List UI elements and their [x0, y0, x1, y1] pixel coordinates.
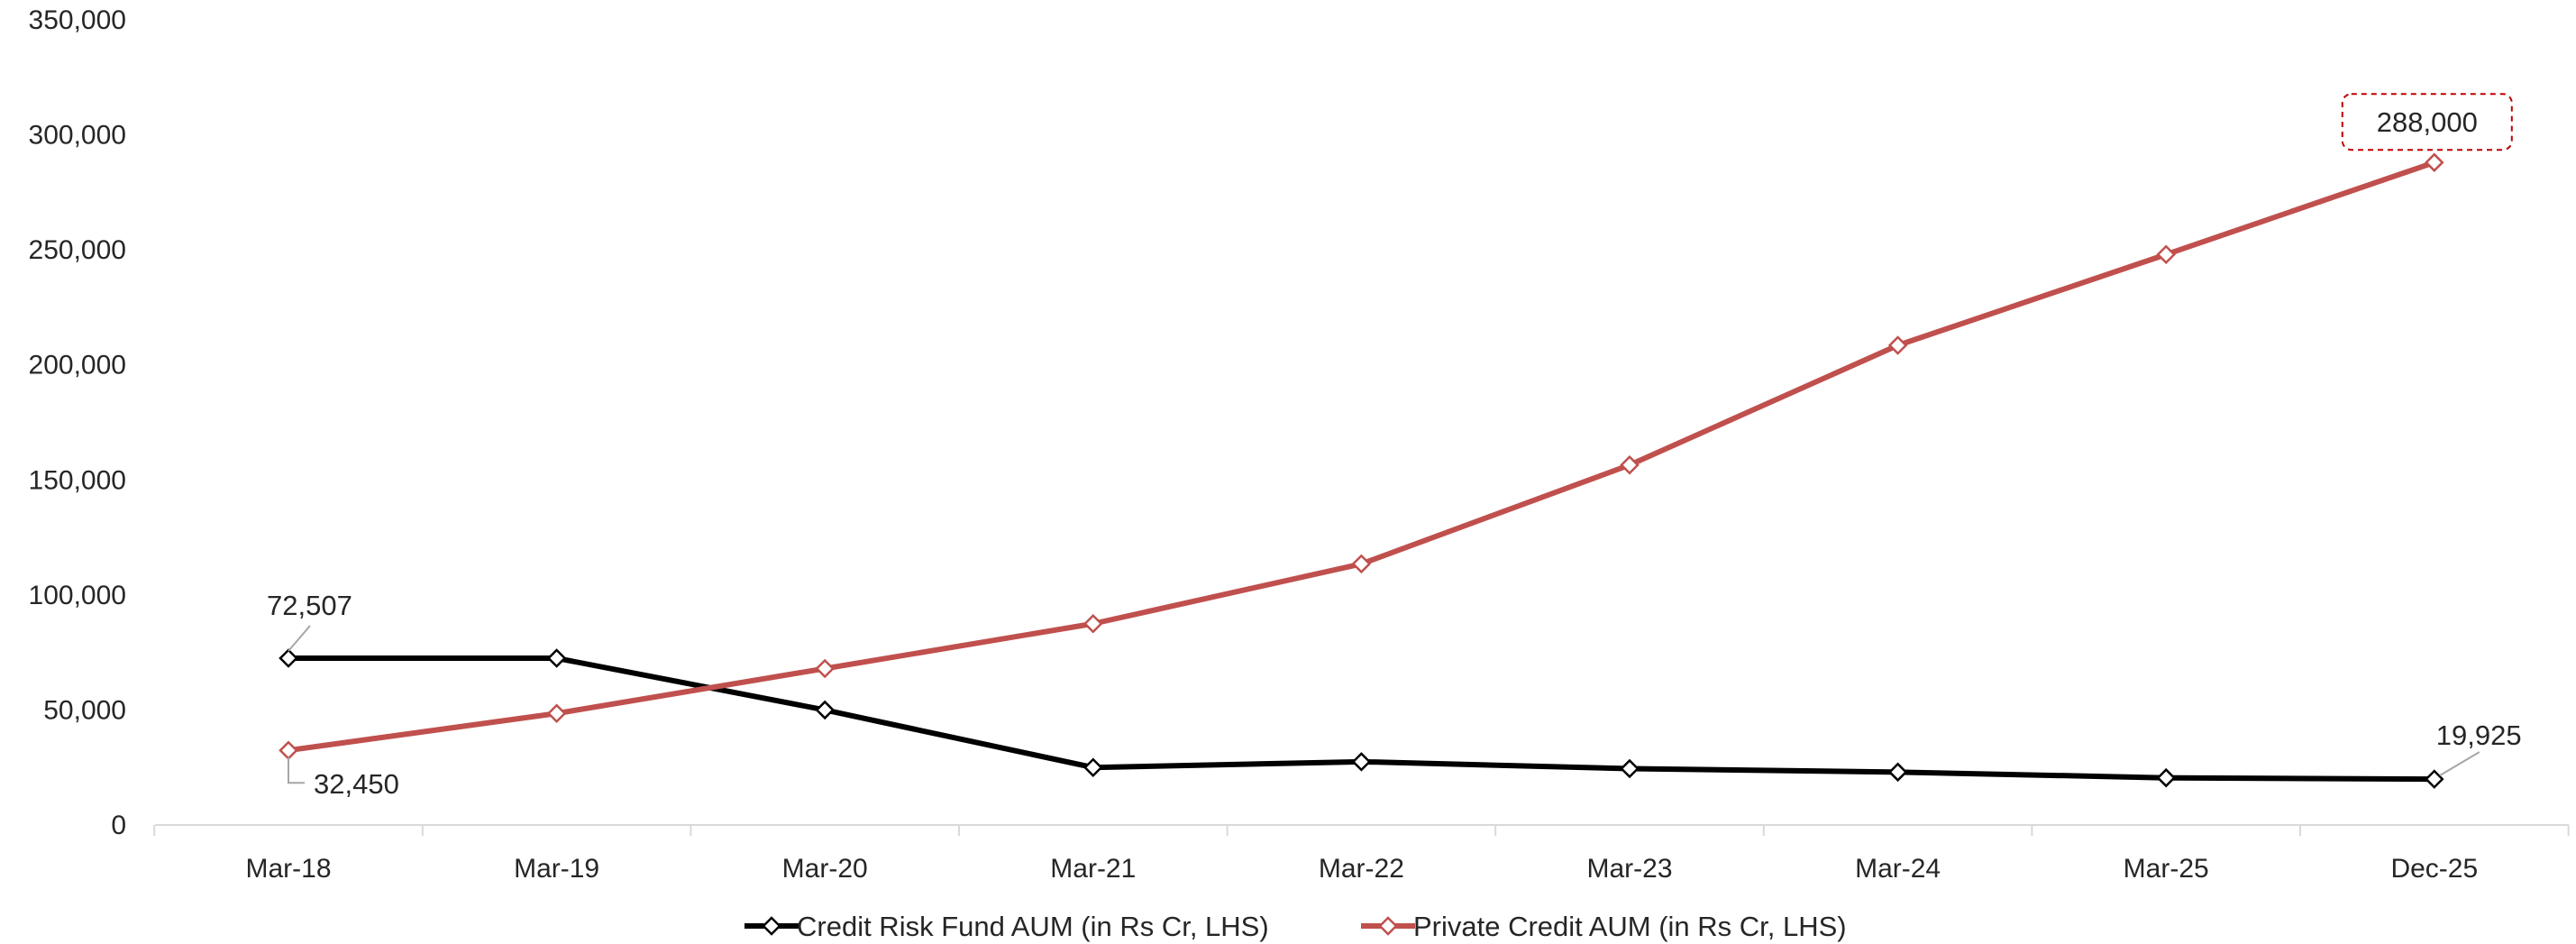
- series-0-point: [2425, 769, 2444, 789]
- data-label: 72,507: [267, 590, 352, 621]
- series-1-point: [1351, 554, 1372, 574]
- data-label: 288,000: [2377, 106, 2478, 138]
- series-1-point: [279, 740, 298, 760]
- series-1-point: [2425, 152, 2444, 172]
- legend-label: Credit Risk Fund AUM (in Rs Cr, LHS): [797, 911, 1269, 942]
- series-0-point: [2156, 767, 2176, 788]
- legend-swatch-marker: [762, 916, 781, 936]
- y-tick-label: 0: [111, 811, 126, 840]
- series-0-point: [1887, 762, 1908, 783]
- series-1-point: [1083, 613, 1103, 634]
- series-layer: [279, 152, 2444, 789]
- x-tick-label: Mar-18: [245, 854, 331, 884]
- x-tick-label: Mar-25: [2124, 854, 2209, 884]
- leader-line: [2439, 751, 2480, 777]
- series-0-point: [279, 648, 298, 668]
- y-tick-label: 350,000: [29, 5, 126, 35]
- legend: Credit Risk Fund AUM (in Rs Cr, LHS) Priv…: [744, 911, 1847, 942]
- y-tick-label: 200,000: [29, 351, 126, 380]
- x-axis: Mar-18 Mar-19 Mar-20 Mar-21 Mar-22 Mar-23 Mar-…: [153, 824, 2570, 884]
- y-tick-label: 150,000: [29, 465, 126, 495]
- y-tick-label: 50,000: [43, 695, 126, 725]
- y-tick-label: 100,000: [29, 581, 126, 610]
- legend-label: Private Credit AUM (in Rs Cr, LHS): [1413, 911, 1847, 942]
- x-tick-label: Mar-20: [782, 854, 868, 884]
- leader-line: [288, 625, 311, 652]
- series-0-point: [1083, 757, 1103, 777]
- x-tick-label: Mar-22: [1319, 854, 1404, 884]
- legend-swatch-marker: [1378, 916, 1398, 936]
- series-0-point: [1620, 758, 1640, 779]
- x-tick-label: Dec-25: [2390, 854, 2478, 884]
- leader-line: [288, 757, 305, 784]
- series-0-point: [815, 700, 835, 720]
- series-0-point: [546, 648, 567, 668]
- series-1-point: [1887, 335, 1908, 355]
- x-tick-label: Mar-19: [514, 854, 599, 884]
- x-tick-label: Mar-21: [1050, 854, 1136, 884]
- series-line-1: [288, 160, 2435, 754]
- y-axis: 0 50,000 100,000 150,000 200,000 250,000 300,0…: [29, 5, 126, 840]
- series-0-point: [1351, 752, 1372, 772]
- data-label: 32,450: [314, 768, 399, 800]
- x-tick-label: Mar-23: [1586, 854, 1672, 884]
- data-label: 19,925: [2436, 719, 2522, 751]
- series-1-point: [815, 658, 835, 679]
- annotation-layer: 72,507 19,925 32,450 288,000: [267, 93, 2522, 800]
- data-label-box: [2341, 93, 2513, 151]
- series-1-point: [2156, 244, 2176, 265]
- x-tick-label: Mar-24: [1855, 854, 1941, 884]
- series-1-point: [546, 703, 567, 724]
- y-tick-label: 250,000: [29, 235, 126, 265]
- y-tick-label: 300,000: [29, 121, 126, 151]
- series-1-point: [1620, 454, 1640, 475]
